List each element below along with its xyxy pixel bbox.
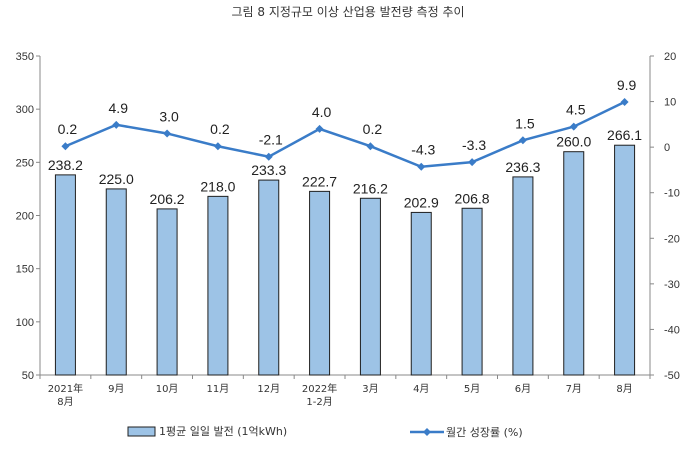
line-data-label: -3.3 (462, 137, 486, 153)
legend-bar-label: 1평균 일일 발전 (1억kWh) (159, 424, 287, 438)
legend-bar-swatch (127, 426, 156, 437)
y-right-tick-label: 0 (664, 142, 670, 154)
y-right-tick-label: -30 (664, 279, 680, 291)
x-tick-label: 8月 (616, 383, 632, 395)
line-point (366, 142, 375, 151)
bar (309, 190, 331, 376)
line-point (61, 142, 70, 151)
line-data-label: 4.0 (312, 104, 332, 120)
line-point (315, 124, 324, 133)
line-point (518, 136, 527, 145)
bar (105, 188, 127, 376)
line-data-label: -2.1 (259, 132, 283, 148)
line-data-label: 4.9 (109, 100, 129, 116)
line-data-label: 0.2 (58, 121, 78, 137)
line-data-label: 1.5 (515, 115, 535, 131)
line-point (163, 129, 172, 138)
bar-data-label: 266.1 (607, 127, 642, 143)
legend-line-marker (423, 428, 431, 436)
bar (614, 144, 636, 376)
y-left-tick-label: 200 (16, 211, 34, 223)
x-tick-label: 7月 (566, 383, 582, 395)
bar-data-label: 238.2 (48, 157, 83, 173)
bar-data-label: 260.0 (556, 134, 591, 150)
bar-data-label: 218.0 (200, 178, 235, 194)
line-point (213, 142, 222, 151)
line-data-label: 9.9 (617, 77, 637, 93)
x-tick-label: 10月 (156, 383, 179, 395)
y-right-tick-label: 20 (664, 51, 676, 63)
bar-data-label: 233.3 (251, 162, 286, 178)
bar (258, 179, 280, 376)
y-left-tick-label: 300 (16, 104, 34, 116)
y-left-tick-label: 350 (16, 51, 34, 63)
line-point (417, 162, 426, 171)
x-tick-label: 2022年 (302, 382, 337, 395)
line-point (569, 122, 578, 131)
x-tick-label: 3月 (362, 383, 378, 395)
bar-series: 238.2 225.0 206.2 218.0 233.3 222.7 216.2 202.9… (48, 127, 642, 376)
bar (410, 211, 432, 376)
bar (512, 176, 534, 376)
line-data-label: -4.3 (411, 142, 435, 158)
line-series: 0.2 4.9 3.0 0.2 -2.1 4.0 0.2 -4.3 -3.3 1.5 4.5 9.9 (58, 77, 637, 171)
x-tick-label: 11月 (207, 383, 230, 395)
bar-data-label: 202.9 (404, 194, 439, 210)
axes: 50 100 150 200 250 300 350 -50 -40 -30 -20 -10 0 10 20… (16, 51, 680, 408)
y-right-tick-label: -40 (664, 324, 680, 336)
line-data-label: 3.0 (159, 108, 179, 124)
bar-data-label: 206.8 (455, 190, 490, 206)
y-left-tick-label: 50 (22, 370, 34, 382)
growth-line (64, 100, 626, 169)
legend-line-label: 월간 성장률 (%) (446, 426, 523, 439)
x-tick-label: 2021年 (48, 382, 83, 395)
y-right-tick-label: -50 (664, 370, 680, 382)
x-tick-label: 1-2月 (306, 396, 332, 408)
x-tick-label: 9月 (108, 383, 124, 395)
y-left-tick-label: 100 (16, 317, 34, 329)
bar (563, 151, 585, 376)
legend: 1평균 일일 발전 (1억kWh) 월간 성장률 (%) (127, 424, 523, 439)
bar (207, 195, 229, 376)
line-point (620, 98, 629, 107)
bar (359, 197, 381, 376)
bar-data-label: 236.3 (505, 159, 540, 175)
y-left-tick-label: 250 (16, 157, 34, 169)
bar-data-label: 206.2 (150, 191, 185, 207)
line-point (264, 152, 273, 161)
bar (54, 174, 76, 376)
bar-data-label: 222.7 (302, 173, 337, 189)
line-data-label: 0.2 (210, 121, 230, 137)
line-point (468, 158, 477, 167)
x-tick-label: 8月 (57, 396, 73, 408)
x-tick-label: 5月 (464, 383, 480, 395)
line-data-label: 4.5 (566, 102, 586, 118)
chart-title: 그림 8 지정규모 이상 산업용 발전량 측정 추이 (231, 5, 464, 19)
bar-data-label: 216.2 (353, 180, 388, 196)
line-data-label: 0.2 (363, 121, 383, 137)
y-right-tick-label: -20 (664, 233, 680, 245)
x-tick-label: 12月 (257, 383, 280, 395)
bar-data-label: 225.0 (99, 171, 134, 187)
y-right-tick-label: -10 (664, 188, 680, 200)
x-tick-label: 4月 (413, 383, 429, 395)
y-right-tick-label: 10 (664, 97, 676, 109)
line-point (112, 120, 121, 129)
y-left-tick-label: 150 (16, 264, 34, 276)
bar (461, 207, 483, 376)
x-tick-label: 6月 (515, 383, 531, 395)
bar (156, 208, 178, 376)
